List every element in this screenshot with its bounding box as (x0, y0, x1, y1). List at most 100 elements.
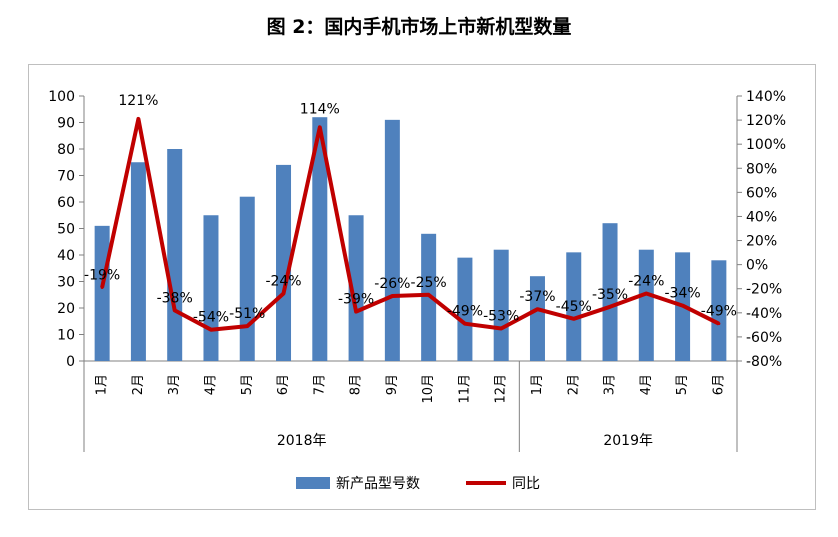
category-label: 9月 (385, 374, 400, 395)
category-label: 1月 (530, 374, 545, 395)
year-labels: 2018年 2019年 (83, 361, 738, 452)
yoy-point (209, 328, 213, 332)
data-labels: -19%121%-38%-54% -51%-24%114%-39%-26% -25%… (84, 93, 737, 326)
right-tick-label: -80% (746, 354, 782, 370)
yoy-point (644, 292, 648, 296)
bar (384, 119, 400, 361)
yoy-point (318, 125, 322, 129)
yoy-point (717, 322, 721, 326)
yoy-point (535, 307, 539, 311)
bar (167, 149, 183, 361)
category-label: 11月 (457, 374, 472, 404)
category-label: 2月 (131, 374, 146, 395)
yoy-data-label: -24% (265, 274, 301, 290)
right-tick-label: 140% (746, 89, 786, 105)
bar (638, 249, 654, 361)
left-tick-label: 100 (48, 89, 75, 105)
category-label: 10月 (421, 374, 436, 404)
yoy-point (282, 292, 286, 296)
yoy-data-label: -34% (664, 286, 700, 302)
left-tick-label: 50 (57, 222, 75, 238)
right-tick-label: 20% (746, 234, 777, 250)
category-label: 3月 (603, 374, 618, 395)
category-label: 5月 (675, 374, 690, 395)
right-tick-label: 40% (746, 209, 777, 225)
yoy-data-label: -24% (628, 274, 664, 290)
yoy-data-label: -35% (592, 287, 628, 303)
bar (130, 162, 146, 361)
right-axis-ticks: -80% -60% -40% -20% 0% 20% 40% 60% 80% 100% 120% 14… (737, 89, 786, 370)
yoy-point (173, 308, 177, 312)
yoy-data-label: -54% (193, 310, 229, 326)
bar (348, 215, 364, 361)
yoy-point (572, 317, 576, 321)
left-tick-label: 0 (66, 354, 75, 370)
yoy-data-label: -51% (229, 306, 265, 322)
yoy-point (427, 293, 431, 297)
right-tick-label: -20% (746, 282, 782, 298)
category-label: 4月 (203, 374, 218, 395)
yoy-data-label: -38% (157, 290, 193, 306)
bar-series (94, 117, 727, 361)
left-tick-label: 60 (57, 195, 75, 211)
category-label: 4月 (639, 374, 654, 395)
year-label: 2019年 (603, 433, 653, 449)
legend: 新产品型号数 同比 (296, 476, 540, 492)
yoy-point (608, 305, 612, 309)
left-tick-label: 80 (57, 142, 75, 158)
bar (239, 196, 255, 361)
left-tick-label: 30 (57, 275, 75, 291)
yoy-data-label: -26% (374, 276, 410, 292)
right-tick-label: 60% (746, 185, 777, 201)
yoy-data-label: -37% (519, 289, 555, 305)
left-tick-label: 70 (57, 169, 75, 185)
right-tick-label: 0% (746, 258, 768, 274)
yoy-data-label: -45% (556, 299, 592, 315)
yoy-point (681, 304, 685, 308)
left-tick-label: 10 (57, 328, 75, 344)
right-tick-label: -60% (746, 330, 782, 346)
category-label: 6月 (276, 374, 291, 395)
yoy-point (499, 326, 503, 330)
bar (602, 223, 618, 361)
yoy-point (463, 322, 467, 326)
bar (312, 117, 328, 361)
left-tick-label: 90 (57, 116, 75, 132)
yoy-point (100, 286, 104, 290)
yoy-point (245, 324, 249, 328)
category-label: 5月 (240, 374, 255, 395)
category-label: 7月 (312, 374, 327, 395)
chart-frame (28, 64, 816, 510)
category-label: 8月 (349, 374, 364, 395)
category-label: 1月 (95, 374, 110, 395)
bar (203, 215, 219, 361)
legend-bar-label: 新产品型号数 (336, 476, 420, 492)
legend-line-label: 同比 (512, 476, 540, 492)
yoy-line (100, 116, 720, 332)
yoy-data-label: -19% (84, 268, 120, 284)
bar (94, 225, 110, 361)
chart-title: 图 2：国内手机市场上市新机型数量 (266, 16, 572, 38)
yoy-data-label: -53% (483, 308, 519, 324)
bar (493, 249, 509, 361)
yoy-data-label: -25% (411, 275, 447, 291)
right-tick-label: 80% (746, 161, 777, 177)
category-label: 12月 (494, 374, 509, 404)
yoy-data-label: -49% (701, 304, 737, 320)
yoy-data-label: 114% (300, 101, 340, 117)
category-label: 2月 (566, 374, 581, 395)
bar (276, 164, 292, 361)
legend-bar-swatch (296, 477, 330, 489)
category-label: 3月 (167, 374, 182, 395)
left-tick-label: 20 (57, 301, 75, 317)
yoy-point (354, 310, 358, 314)
yoy-point (390, 294, 394, 298)
line-series (100, 116, 721, 332)
bar (711, 260, 727, 361)
year-label: 2018年 (277, 433, 327, 449)
yoy-data-label: -39% (338, 292, 374, 308)
category-labels: 1月 2月 3月 4月 5月 6月 7月 8月 9月 10月 11月 12月 1月 2月 3月 4月 5月 6月 (95, 374, 727, 404)
yoy-data-label: -49% (447, 304, 483, 320)
yoy-data-label: 121% (118, 93, 158, 109)
